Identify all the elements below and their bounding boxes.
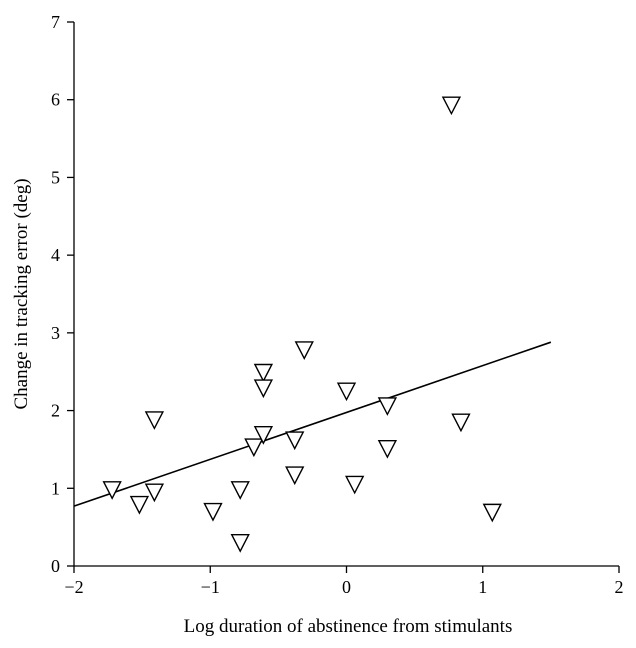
data-point: [285, 431, 305, 451]
x-axis-title: Log duration of abstinence from stimulan…: [184, 616, 513, 637]
y-tick-label: 5: [51, 167, 60, 187]
data-point: [294, 341, 314, 360]
fit-layer: [73, 341, 552, 507]
y-tick-label: 6: [51, 90, 60, 110]
x-tick-label: 2: [615, 577, 624, 597]
data-point: [377, 397, 398, 416]
data-point: [285, 466, 305, 486]
x-tick-label: −2: [64, 577, 83, 597]
data-point: [345, 475, 365, 495]
data-point: [230, 481, 250, 500]
x-tick-label: 0: [342, 577, 351, 597]
data-point: [102, 481, 122, 500]
data-point: [230, 533, 250, 553]
data-point: [203, 502, 223, 522]
data-point: [253, 425, 274, 445]
data-point: [253, 363, 274, 383]
y-tick-label: 2: [51, 401, 60, 421]
data-point: [129, 495, 150, 515]
y-tick-label: 1: [51, 478, 60, 498]
ticks: −2 −1 0 1 2 0 1 2 3 4 5 6 7: [51, 12, 624, 597]
y-tick-label: 3: [51, 323, 60, 343]
x-tick-label: 1: [478, 577, 487, 597]
data-point: [451, 413, 471, 433]
data-point: [244, 438, 264, 458]
x-tick-label: −1: [201, 577, 220, 597]
y-tick-label: 4: [51, 245, 60, 265]
data-points: [102, 96, 502, 553]
data-point: [482, 503, 502, 523]
y-axis-title: Change in tracking error (deg): [11, 178, 32, 409]
data-point: [144, 411, 165, 430]
regression-line: [73, 341, 552, 507]
y-tick-label: 0: [51, 556, 60, 576]
data-point: [441, 96, 462, 116]
y-tick-label: 7: [51, 12, 60, 32]
data-point: [377, 439, 398, 459]
data-point: [336, 382, 357, 402]
data-point: [144, 483, 165, 503]
data-point: [253, 379, 274, 399]
